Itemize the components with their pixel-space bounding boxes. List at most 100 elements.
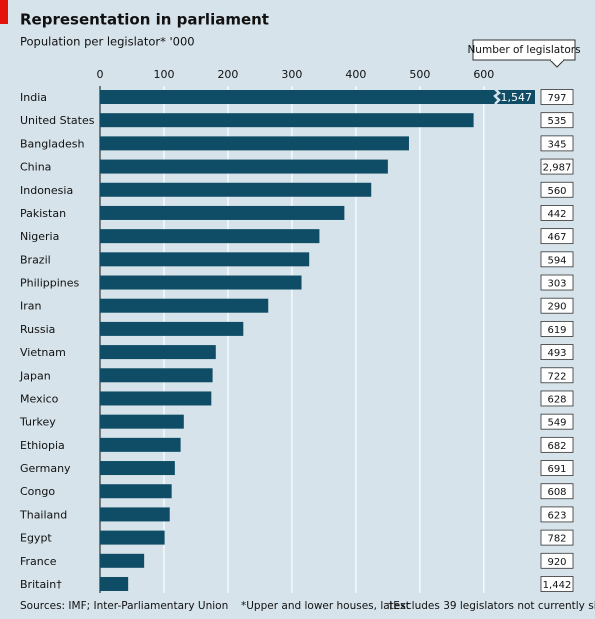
legislators-box: [540, 181, 574, 198]
legislators-box: [540, 576, 574, 592]
value-label: 1,547: [501, 91, 533, 104]
legislators-value: 594: [547, 255, 566, 266]
bar: [100, 391, 212, 406]
category-label: United States: [20, 114, 95, 127]
chart-subtitle: Population per legislator* '000: [20, 35, 195, 49]
legislators-value: 467: [547, 232, 566, 243]
category-label: Britain†: [20, 578, 62, 591]
category-label: Indonesia: [20, 184, 73, 197]
legislators-value: 535: [547, 116, 566, 127]
legislators-box: [540, 460, 574, 476]
x-tick-label: 200: [217, 68, 238, 81]
legislators-box: [540, 413, 574, 430]
x-tick-label: 0: [97, 68, 104, 81]
category-label: Congo: [20, 485, 55, 498]
legislators-value: 560: [547, 186, 566, 197]
x-tick-label: 400: [345, 68, 366, 81]
bar: [100, 461, 175, 476]
bar: [100, 484, 172, 499]
category-label: Thailand: [19, 508, 67, 521]
source: Sources: IMF; Inter-Parliamentary Union: [20, 600, 228, 612]
legislators-box: [540, 158, 574, 175]
category-label: Mexico: [20, 392, 59, 405]
legislators-box: [540, 390, 574, 407]
legislators-value: 2,987: [543, 163, 572, 174]
legislators-box: [540, 228, 574, 245]
legislators-value: 682: [547, 441, 566, 452]
category-label: Iran: [20, 300, 42, 313]
legislators-value: 303: [547, 279, 566, 290]
legislators-value: 1,442: [543, 580, 572, 591]
category-label: Russia: [20, 323, 55, 336]
legislators-value: 782: [547, 534, 566, 545]
x-tick-label: 500: [409, 68, 430, 81]
header-pointer: [549, 59, 565, 68]
bar: [100, 507, 170, 522]
category-label: Brazil: [20, 253, 51, 266]
category-label: Pakistan: [20, 207, 66, 220]
bar: [100, 368, 213, 383]
legislators-box: [540, 344, 574, 360]
legislators-header-box: [472, 39, 576, 61]
legislators-value: 290: [547, 302, 566, 313]
category-label: Germany: [20, 462, 71, 475]
bar: [100, 90, 535, 104]
legislators-value: 797: [547, 93, 566, 104]
legislators-box: [540, 274, 574, 291]
legislators-value: 442: [547, 209, 566, 220]
footnote: *Upper and lower houses, latest: [241, 600, 410, 612]
bar: [100, 576, 129, 591]
category-label: Ethiopia: [20, 439, 65, 452]
category-label: Vietnam: [20, 346, 66, 359]
category-label: Turkey: [19, 416, 56, 429]
bar: [100, 345, 216, 360]
legislators-header: Number of legislators: [467, 44, 580, 56]
legislators-box: [540, 205, 574, 221]
bar: [100, 553, 145, 568]
bar: [100, 321, 244, 336]
legislators-box: [540, 89, 574, 105]
legislators-value: 619: [547, 325, 566, 336]
bar: [100, 205, 345, 220]
legislators-box: [540, 320, 574, 337]
category-label: Egypt: [20, 532, 52, 545]
category-label: Japan: [19, 369, 51, 382]
legislators-box: [540, 436, 574, 453]
legislators-value: 628: [547, 394, 566, 405]
bar: [100, 298, 269, 313]
bar: [100, 113, 474, 128]
x-tick-label: 600: [473, 68, 494, 81]
legislators-box: [540, 529, 574, 546]
bar: [100, 182, 372, 197]
legislators-value: 623: [547, 510, 566, 521]
bar: [100, 414, 184, 429]
footnote: †Excludes 39 legislators not currently s…: [388, 600, 595, 612]
legislators-value: 549: [547, 418, 566, 429]
legislators-box: [540, 135, 574, 152]
category-label: China: [20, 161, 51, 174]
legislators-value: 691: [547, 464, 566, 475]
red-tag: [0, 0, 8, 24]
legislators-value: 920: [547, 557, 566, 568]
legislators-box: [540, 506, 574, 523]
bar: [100, 437, 181, 452]
legislators-box: [540, 112, 574, 129]
x-tick-label: 100: [153, 68, 174, 81]
category-label: Bangladesh: [20, 137, 85, 150]
bar: [100, 252, 310, 267]
legislators-box: [540, 552, 574, 569]
category-label: Nigeria: [20, 230, 59, 243]
legislators-value: 345: [547, 139, 566, 150]
bar: [100, 159, 388, 174]
legislators-box: [540, 367, 574, 384]
legislators-box: [540, 483, 574, 500]
bar: [100, 275, 302, 290]
bar: [100, 136, 409, 151]
legislators-value: 493: [547, 348, 566, 359]
chart-title: Representation in parliament: [20, 11, 269, 29]
bar: [100, 530, 165, 545]
legislators-value: 608: [547, 487, 566, 498]
category-label: France: [20, 555, 57, 568]
x-tick-label: 300: [281, 68, 302, 81]
legislators-box: [540, 297, 574, 314]
